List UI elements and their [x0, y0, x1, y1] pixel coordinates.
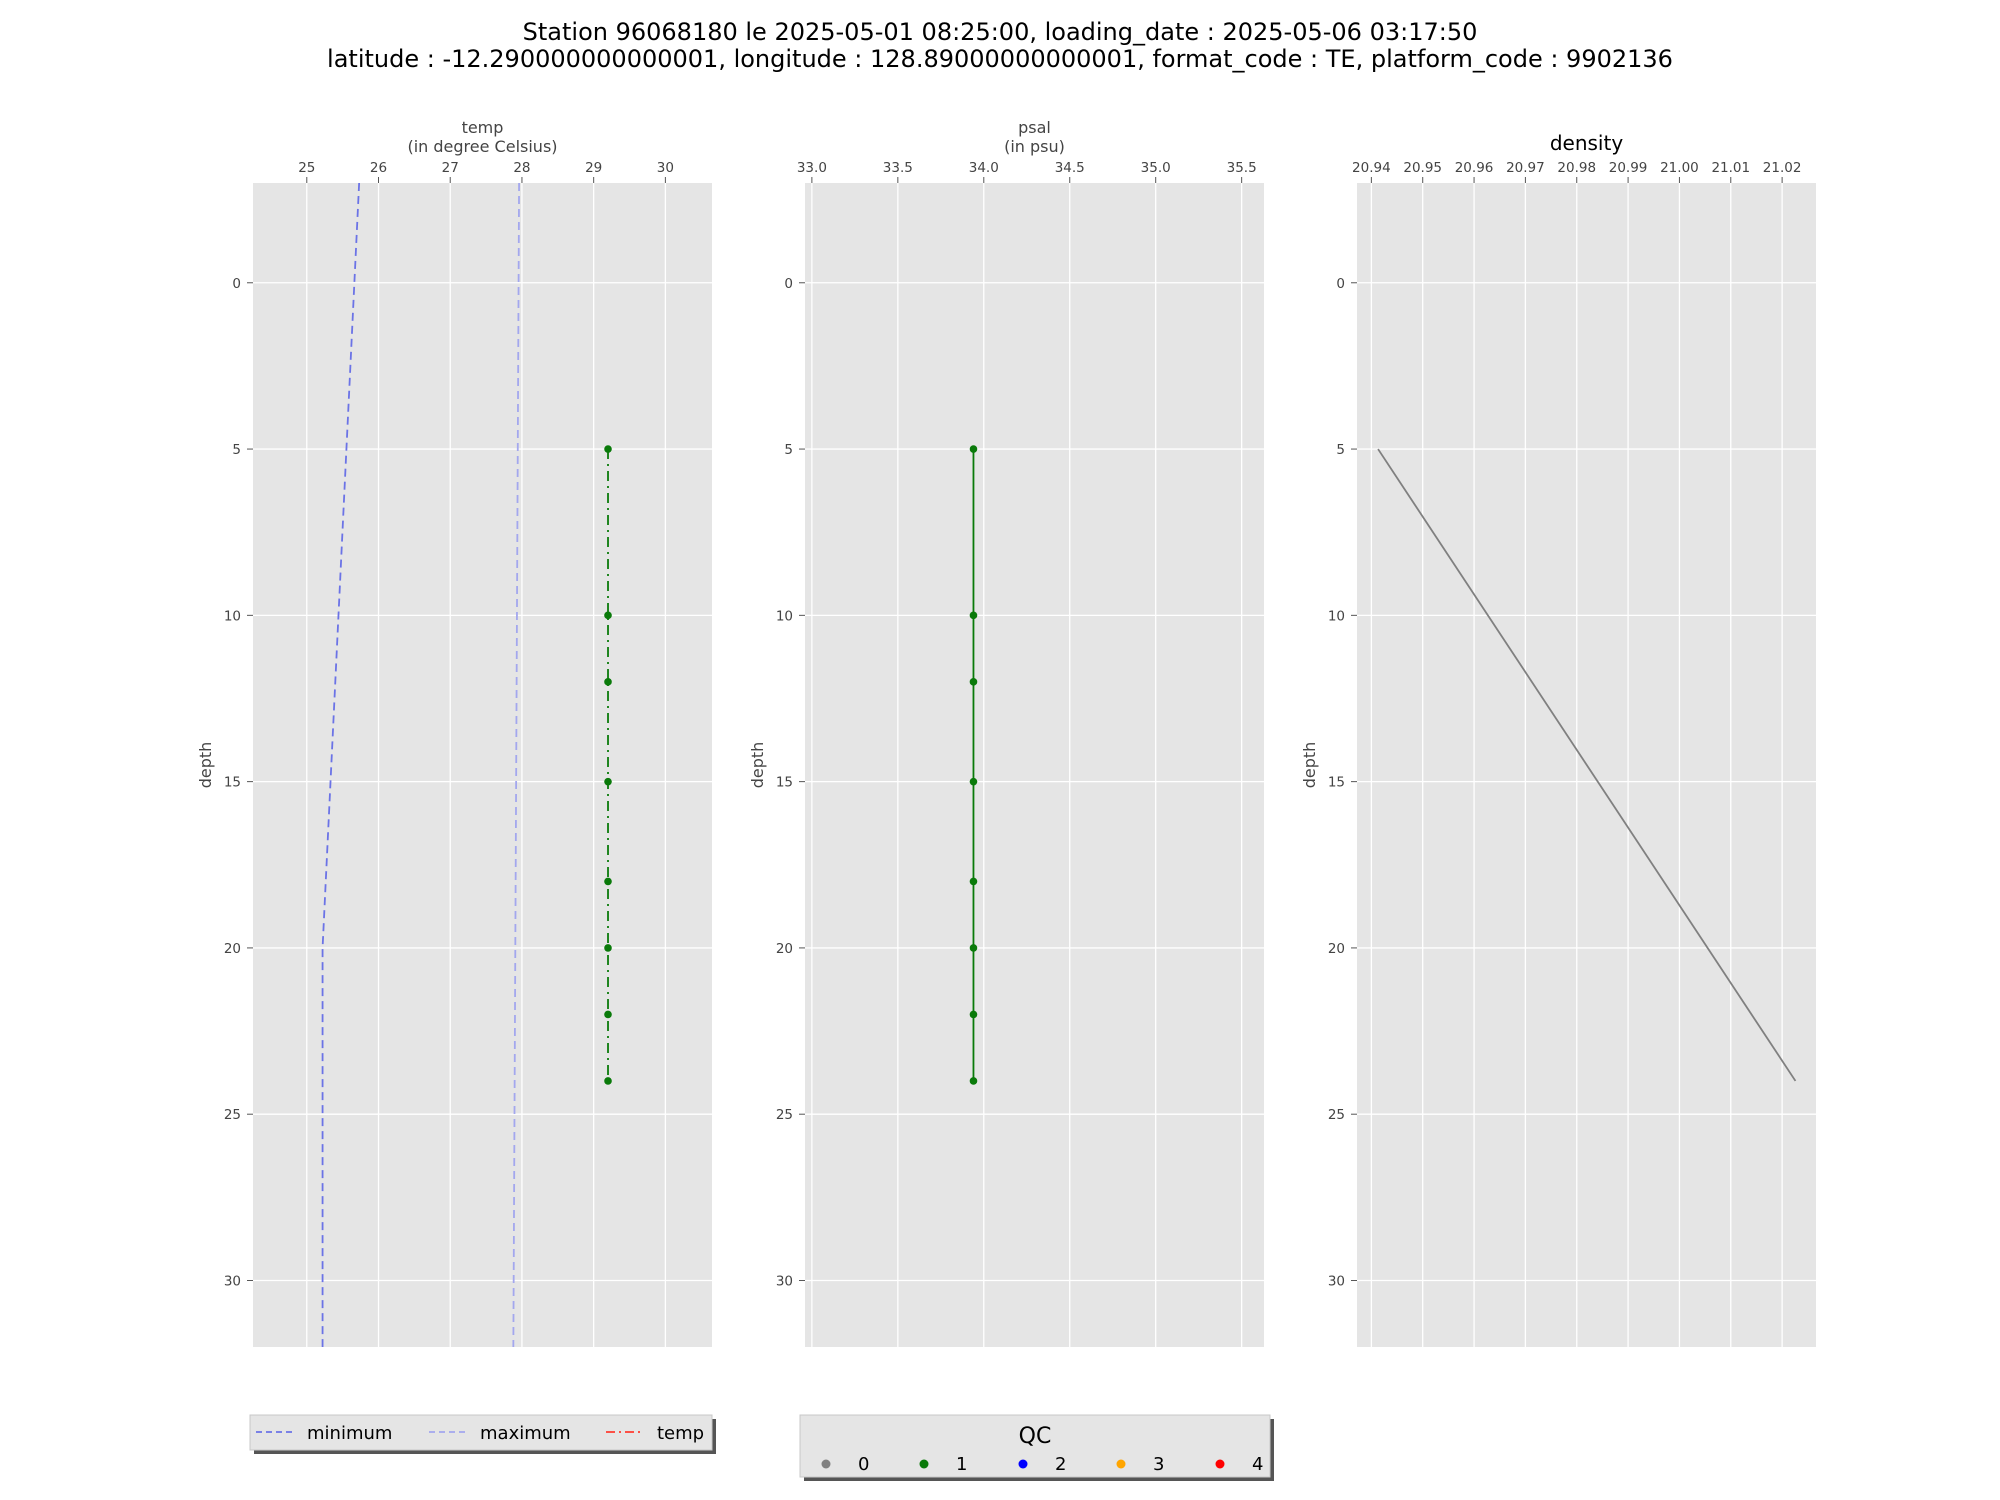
- legend-qc-dot: [1215, 1459, 1225, 1469]
- data-point: [969, 777, 978, 786]
- legend-qc-label: 1: [956, 1454, 967, 1475]
- legend-qc-dot: [1018, 1459, 1028, 1469]
- y-tick-label: 25: [224, 1107, 241, 1123]
- data-point: [604, 678, 612, 686]
- legend-qc-label: 2: [1055, 1454, 1066, 1475]
- legend-frame: [249, 1414, 713, 1451]
- x-tick-label: 35.5: [1227, 160, 1257, 176]
- x-tick-label: 20.94: [1352, 160, 1391, 176]
- legend-qc-dot: [821, 1459, 831, 1469]
- x-tick-label: 20.99: [1609, 160, 1648, 176]
- x-tick-label: 20.95: [1403, 160, 1442, 176]
- data-point: [604, 1010, 612, 1019]
- x-axis-label-line1: temp: [462, 118, 504, 137]
- figure-title-line2: latitude : -12.290000000000001, longitud…: [327, 45, 1673, 73]
- series-line-profile: [1377, 448, 1797, 1082]
- x-tick-label: 20.98: [1557, 160, 1596, 176]
- figure-title-line1: Station 96068180 le 2025-05-01 08:25:00,…: [523, 18, 1478, 46]
- legend-line-label: maximum: [480, 1423, 571, 1444]
- legend-qc-label: 0: [858, 1454, 869, 1475]
- panel-2: 33.0 33.5 34.0 34.5 35.0 35.5 0 5 10 15 20 25 30 dept…: [748, 118, 1264, 1347]
- y-tick-label: 15: [776, 775, 793, 791]
- legend-qc-label: 4: [1252, 1454, 1263, 1475]
- y-tick-label: 30: [776, 1273, 793, 1289]
- panel-title: density: [1550, 131, 1623, 155]
- y-axis-label: depth: [1300, 742, 1319, 789]
- data-point: [969, 611, 978, 620]
- y-tick-label: 25: [776, 1107, 793, 1123]
- data-point: [604, 944, 612, 952]
- y-tick-label: 20: [776, 941, 793, 957]
- legend-qc-label: 3: [1153, 1454, 1164, 1475]
- panel-3: 20.94 20.95 20.96 20.97 20.98 20.99 21.00 21.01…: [1300, 131, 1816, 1347]
- data-point: [604, 777, 612, 786]
- y-tick-label: 30: [224, 1273, 241, 1289]
- y-axis-label: depth: [748, 742, 767, 789]
- data-point: [969, 678, 978, 686]
- x-tick-label: 21.02: [1763, 160, 1802, 176]
- x-tick-label: 21.01: [1711, 160, 1750, 176]
- data-point: [604, 877, 612, 886]
- legend-line-label: minimum: [307, 1423, 392, 1444]
- data-point: [969, 1010, 978, 1019]
- legend-qc: QC 0 1 2 3 4: [799, 1414, 1274, 1481]
- x-tick-label: 29: [585, 160, 602, 176]
- legend-frame: [799, 1414, 1271, 1478]
- y-tick-label: 15: [1328, 775, 1345, 791]
- legend-lines: minimum maximum temp: [249, 1414, 716, 1454]
- panel-1: 25 26 27 28 29 30 0 5 10 15 20 25 30 depth temp(in deg…: [196, 118, 712, 1348]
- y-tick-label: 5: [784, 442, 793, 458]
- legend-qc-dot: [1116, 1459, 1126, 1469]
- y-tick-label: 20: [224, 941, 241, 957]
- data-point: [969, 445, 978, 453]
- data-point: [604, 611, 612, 620]
- legend-qc-title: QC: [1019, 1424, 1052, 1449]
- x-tick-label: 35.0: [1141, 160, 1171, 176]
- x-tick-label: 20.97: [1506, 160, 1545, 176]
- panel-background: [805, 183, 1264, 1347]
- y-tick-label: 15: [224, 775, 241, 791]
- data-point: [969, 877, 978, 886]
- x-tick-label: 33.0: [797, 160, 827, 176]
- y-tick-label: 10: [1328, 608, 1345, 624]
- x-tick-label: 34.0: [969, 160, 999, 176]
- legend-line-label: temp: [657, 1423, 704, 1444]
- legend-qc-dot: [919, 1459, 929, 1469]
- y-tick-label: 20: [1328, 941, 1345, 957]
- panel-background: [253, 183, 712, 1347]
- y-tick-label: 30: [1328, 1273, 1345, 1289]
- x-tick-label: 34.5: [1055, 160, 1085, 176]
- series-line-minimum: [321, 182, 361, 1347]
- y-tick-label: 10: [224, 608, 241, 624]
- y-tick-label: 5: [1336, 442, 1345, 458]
- y-tick-label: 5: [232, 442, 241, 458]
- y-axis-label: depth: [196, 742, 215, 789]
- x-tick-label: 21.00: [1660, 160, 1699, 176]
- y-tick-label: 0: [1336, 276, 1345, 292]
- data-point: [969, 944, 978, 952]
- data-point: [604, 445, 612, 453]
- data-point: [969, 1077, 978, 1085]
- y-tick-label: 0: [784, 276, 793, 292]
- x-tick-label: 20.96: [1455, 160, 1494, 176]
- x-tick-label: 27: [442, 160, 459, 176]
- x-axis-label-line1: psal: [1018, 118, 1051, 137]
- data-point: [604, 1077, 612, 1085]
- x-tick-label: 30: [657, 160, 674, 176]
- x-tick-label: 26: [370, 160, 387, 176]
- x-axis-label-line2: (in psu): [1004, 137, 1065, 156]
- x-tick-label: 28: [513, 160, 530, 176]
- y-tick-label: 10: [776, 608, 793, 624]
- x-tick-label: 33.5: [883, 160, 913, 176]
- y-tick-label: 25: [1328, 1107, 1345, 1123]
- x-tick-label: 25: [298, 160, 315, 176]
- x-axis-label-line2: (in degree Celsius): [407, 137, 557, 156]
- y-tick-label: 0: [232, 276, 241, 292]
